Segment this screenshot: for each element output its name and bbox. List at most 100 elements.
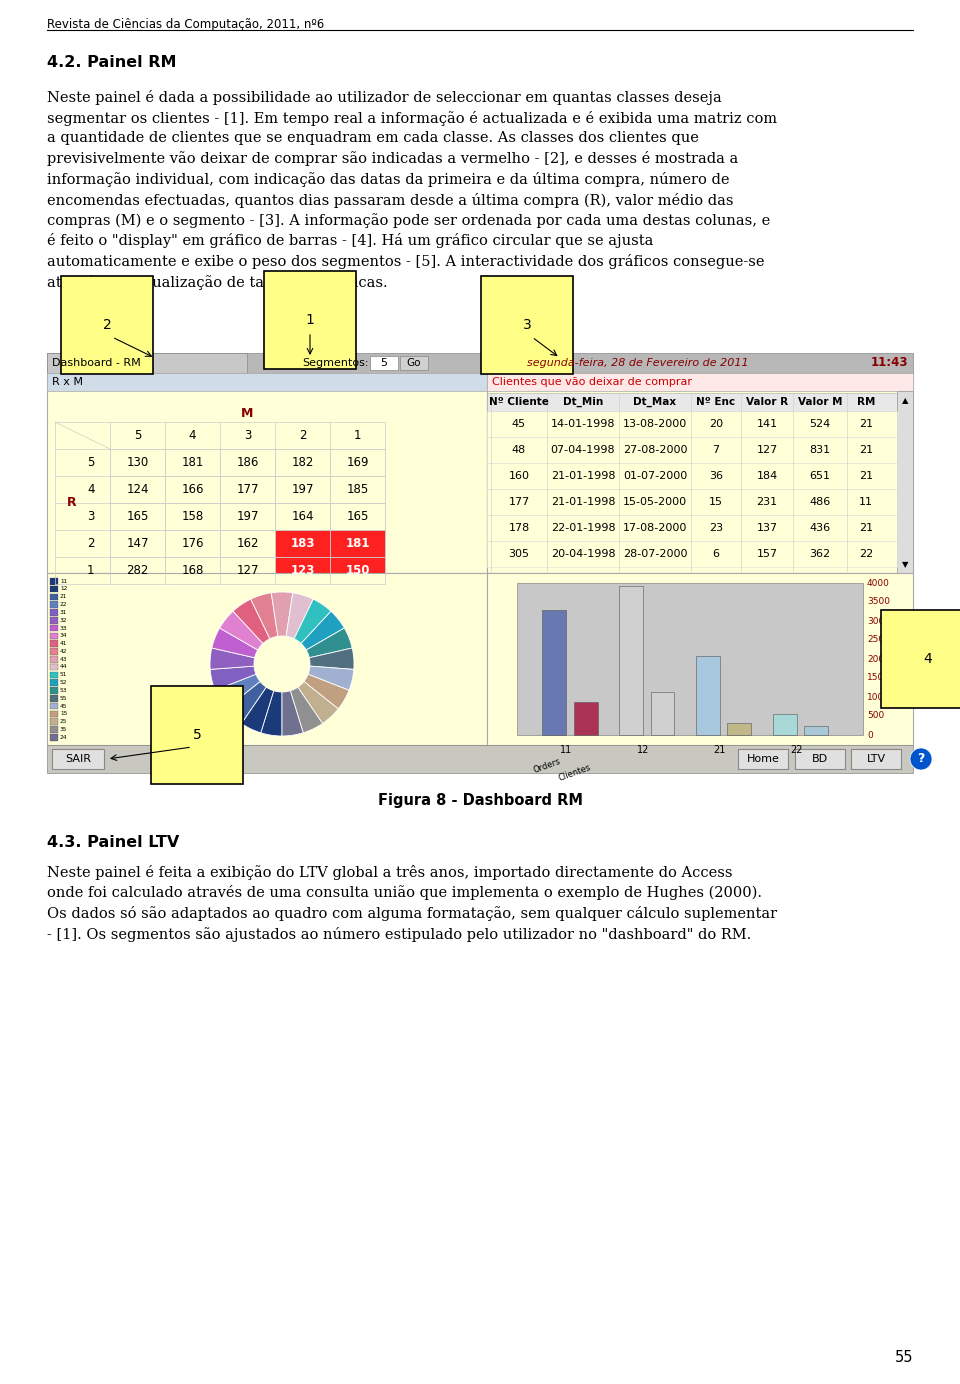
Text: 45: 45	[60, 703, 67, 709]
Text: Dt_Min: Dt_Min	[563, 397, 603, 407]
Bar	[50, 624, 58, 631]
Text: 165: 165	[347, 509, 369, 523]
Bar	[110, 556, 165, 584]
Text: 21-01-1998: 21-01-1998	[551, 471, 615, 482]
Text: 42: 42	[60, 649, 67, 653]
Text: Orders: Orders	[532, 757, 562, 775]
Text: 3: 3	[244, 429, 252, 441]
Text: 11: 11	[859, 497, 873, 507]
Text: BD: BD	[812, 754, 828, 764]
Text: 3000: 3000	[867, 616, 890, 626]
Text: é feito o "display" em gráfico de barras - [4]. Há um gráfico circular que se aj: é feito o "display" em gráfico de barras…	[47, 234, 654, 249]
Text: 177: 177	[236, 483, 259, 495]
Text: 305: 305	[509, 549, 530, 559]
Text: 436: 436	[809, 523, 830, 533]
Text: 1: 1	[87, 565, 94, 577]
Text: 21: 21	[713, 745, 726, 756]
Text: 123: 123	[290, 565, 315, 577]
Bar	[50, 703, 58, 709]
Bar	[50, 664, 58, 670]
Text: 15: 15	[60, 711, 67, 717]
Text: 486: 486	[809, 497, 830, 507]
Bar	[773, 714, 797, 735]
Bar	[47, 745, 913, 774]
Text: Valor M: Valor M	[798, 397, 842, 407]
Wedge shape	[286, 592, 313, 639]
Text: 183: 183	[290, 537, 315, 549]
Bar	[487, 411, 897, 437]
Bar	[738, 749, 788, 770]
Text: 5: 5	[380, 358, 388, 368]
Text: 2000: 2000	[867, 655, 890, 663]
Wedge shape	[301, 612, 345, 650]
Text: 185: 185	[347, 483, 369, 495]
Bar	[50, 734, 58, 740]
Wedge shape	[304, 674, 349, 709]
Text: 15-05-2000: 15-05-2000	[623, 497, 687, 507]
Bar	[50, 617, 58, 624]
Bar	[275, 502, 330, 530]
Bar	[275, 556, 330, 584]
Text: 07-04-1998: 07-04-1998	[551, 446, 615, 455]
Text: ?: ?	[918, 753, 924, 765]
Bar	[487, 541, 897, 567]
Text: 55: 55	[895, 1349, 913, 1365]
Text: 34: 34	[60, 634, 67, 638]
Wedge shape	[306, 628, 352, 657]
Text: 21: 21	[859, 471, 873, 482]
Text: 282: 282	[127, 565, 149, 577]
Bar	[165, 556, 220, 584]
Bar	[50, 718, 58, 725]
Text: 21: 21	[859, 523, 873, 533]
Text: Segmentos:: Segmentos:	[302, 358, 369, 368]
Text: encomendas efectuadas, quantos dias passaram desde a última compra (R), valor mé: encomendas efectuadas, quantos dias pass…	[47, 192, 733, 208]
Text: 178: 178	[509, 523, 530, 533]
Bar	[400, 356, 428, 370]
Text: Home: Home	[747, 754, 780, 764]
Text: 33: 33	[60, 626, 67, 631]
Text: 0: 0	[867, 731, 873, 739]
Text: Neste painel é dada a possibilidade ao utilizador de seleccionar em quantas clas: Neste painel é dada a possibilidade ao u…	[47, 90, 722, 105]
Text: 44: 44	[60, 664, 67, 670]
Bar	[47, 353, 247, 374]
Text: 4000: 4000	[867, 579, 890, 587]
Bar	[110, 530, 165, 556]
Text: 11: 11	[60, 579, 67, 584]
Text: 164: 164	[291, 509, 314, 523]
Text: 21: 21	[859, 446, 873, 455]
Bar	[275, 476, 330, 502]
Circle shape	[910, 747, 932, 770]
Wedge shape	[226, 681, 266, 724]
Text: 651: 651	[809, 471, 830, 482]
Bar	[165, 502, 220, 530]
Text: 524: 524	[809, 419, 830, 429]
Text: 4: 4	[923, 652, 932, 666]
Text: 28-07-2000: 28-07-2000	[623, 549, 687, 559]
Text: 1500: 1500	[867, 674, 890, 682]
Text: 11:43: 11:43	[871, 357, 908, 370]
Text: 2: 2	[87, 537, 94, 549]
Text: 147: 147	[127, 537, 149, 549]
Wedge shape	[215, 674, 260, 709]
Text: onde foi calculado através de uma consulta união que implementa o exemplo de Hug: onde foi calculado através de uma consul…	[47, 886, 762, 901]
Text: 21: 21	[60, 594, 67, 599]
Text: 197: 197	[291, 483, 314, 495]
Bar	[50, 671, 58, 678]
Text: compras (M) e o segmento - [3]. A informação pode ser ordenada por cada uma dest: compras (M) e o segmento - [3]. A inform…	[47, 213, 770, 228]
Text: 181: 181	[346, 537, 370, 549]
Text: a quantidade de clientes que se enquadram em cada classe. As classes dos cliente: a quantidade de clientes que se enquadra…	[47, 131, 699, 145]
Bar	[165, 530, 220, 556]
Bar	[487, 437, 897, 464]
Text: segmentar os clientes - [1]. Em tempo real a informação é actualizada e é exibid: segmentar os clientes - [1]. Em tempo re…	[47, 111, 778, 126]
Text: 197: 197	[236, 509, 259, 523]
Bar	[47, 573, 487, 745]
Wedge shape	[298, 681, 338, 724]
Bar	[50, 594, 58, 601]
Bar	[804, 725, 828, 735]
Text: 130: 130	[127, 455, 149, 469]
Text: 52: 52	[60, 680, 67, 685]
Text: 36: 36	[709, 471, 723, 482]
Text: 3500: 3500	[867, 598, 890, 606]
Text: 17-08-2000: 17-08-2000	[623, 523, 687, 533]
Text: 21: 21	[859, 419, 873, 429]
